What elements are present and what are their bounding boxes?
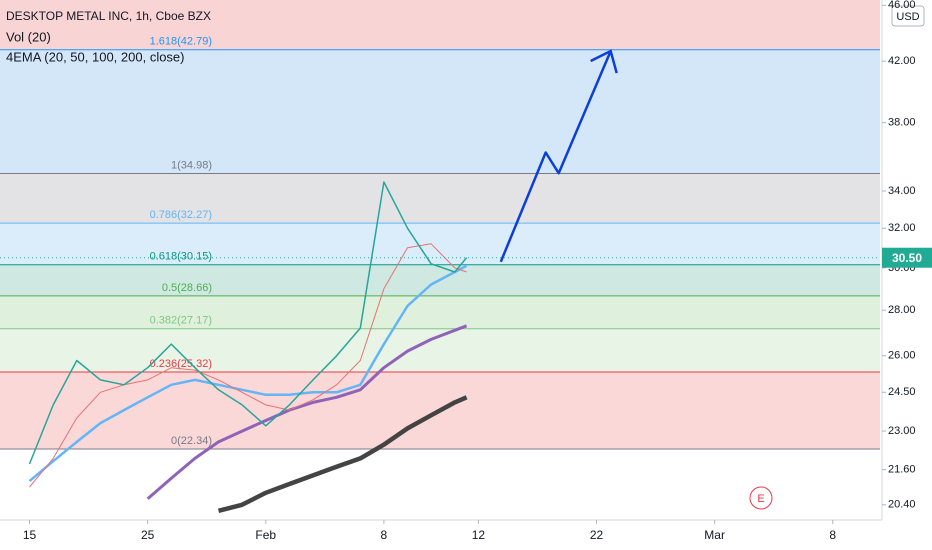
x-tick-label: 12 [472, 528, 486, 542]
fib-zone [0, 49, 880, 174]
price-line [28, 181, 468, 465]
fib-label: 0(22.34) [171, 435, 212, 447]
indicator: 4EMA (20, 50, 100, 200, close) [6, 49, 185, 64]
currency-box[interactable] [891, 5, 925, 27]
fib-label: 0.382(27.17) [150, 315, 212, 327]
indicator: Vol (20) [6, 29, 51, 44]
price-line [29, 243, 467, 488]
fib-zone [0, 0, 880, 50]
price-tag-label: 30.50 [892, 251, 922, 265]
fib-zone [0, 295, 880, 329]
x-tick-label: Mar [704, 528, 725, 542]
price-axis [882, 0, 932, 550]
chart-title: DESKTOP METAL INC, 1h, Cboe BZX [6, 9, 211, 23]
fib-label: 0.236(25.32) [150, 358, 212, 370]
x-tick-label: 25 [141, 528, 155, 542]
y-tick-label: 32.00 [888, 222, 916, 234]
price-line [28, 264, 468, 483]
y-tick-label: 46.00 [888, 0, 916, 11]
y-tick-label: 21.60 [888, 464, 916, 476]
fib-label: 0.786(32.27) [150, 209, 212, 221]
y-tick-label: 24.50 [888, 386, 916, 398]
projection-line [499, 50, 612, 263]
plot-area: 1.618(42.79) 1(34.98) 0.786(32.27) 0.618(30… [0, 0, 880, 513]
y-tick-label: 42.00 [888, 55, 916, 67]
x-tick-label: 8 [829, 528, 836, 542]
y-tick-label: 28.00 [888, 304, 916, 316]
earnings-label: E [757, 493, 764, 505]
price-line [146, 324, 468, 500]
x-tick-label: 15 [23, 528, 37, 542]
legend-header: DESKTOP METAL INC, 1h, Cboe BZX Vol (20)… [6, 9, 211, 64]
projection-arrowhead [590, 49, 618, 74]
price-tag [882, 247, 932, 268]
fib-label: 1.618(42.79) [150, 36, 212, 48]
x-tick-label: Feb [255, 528, 276, 542]
x-tick-label: 8 [381, 528, 388, 542]
x-tick-label: 22 [590, 528, 604, 542]
y-tick-label: 34.00 [888, 185, 916, 197]
fib-zone [0, 223, 880, 265]
fib-zone [0, 173, 880, 224]
y-tick-label: 20.40 [888, 499, 916, 511]
currency: USD [896, 11, 919, 23]
price-line [217, 395, 468, 513]
fib-label: 0.618(30.15) [150, 251, 212, 263]
earnings-marker[interactable] [749, 486, 773, 510]
y-tick-label: 38.00 [888, 117, 916, 129]
y-tick-label: 26.00 [888, 350, 916, 362]
fib-label: 0.5(28.66) [162, 282, 212, 294]
y-tick-label: 23.00 [888, 425, 916, 437]
fib-label: 1(34.98) [171, 159, 212, 171]
